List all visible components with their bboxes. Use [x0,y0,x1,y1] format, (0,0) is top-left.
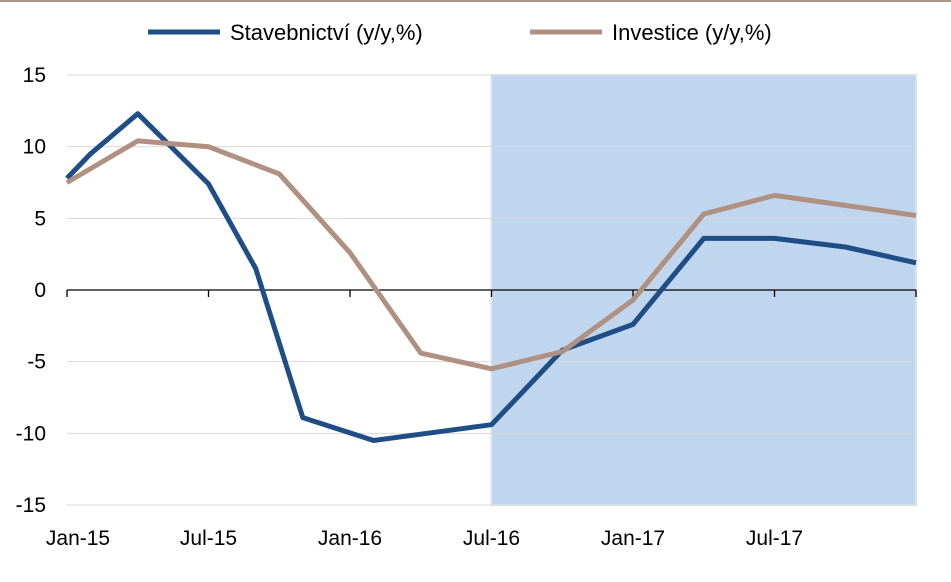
series-line-2 [65,138,917,372]
x-tick-label: Jan-15 [46,527,110,550]
series-line-1 [65,111,917,443]
y-tick-label: 15 [23,64,46,87]
x-axis-tick-labels: Jan-15 Jul-15 Jan-16 Jul-16 Jan-17 Jul-17 [46,527,803,550]
x-tick-label: Jan-16 [318,527,382,550]
y-tick-label: -5 [27,351,46,374]
x-axis [66,289,917,297]
y-axis-tick-labels: 15 10 5 0 -5 -10 -15 [16,64,46,517]
y-tick-label: 10 [23,136,46,159]
y-tick-label: -10 [16,422,46,445]
legend-label: Stavebnictví (y/y,%) [230,20,423,45]
x-tick-label: Jul-15 [180,527,237,550]
x-tick-label: Jul-17 [746,527,803,550]
series-lines [65,111,917,443]
y-tick-label: -15 [16,494,46,517]
legend: Stavebnictví (y/y,%) Investice (y/y,%) [148,20,772,45]
y-tick-label: 0 [34,279,46,302]
y-tick-label: 5 [34,207,46,230]
x-tick-label: Jan-17 [601,527,665,550]
x-tick-label: Jul-16 [463,527,520,550]
legend-label: Investice (y/y,%) [612,20,772,45]
